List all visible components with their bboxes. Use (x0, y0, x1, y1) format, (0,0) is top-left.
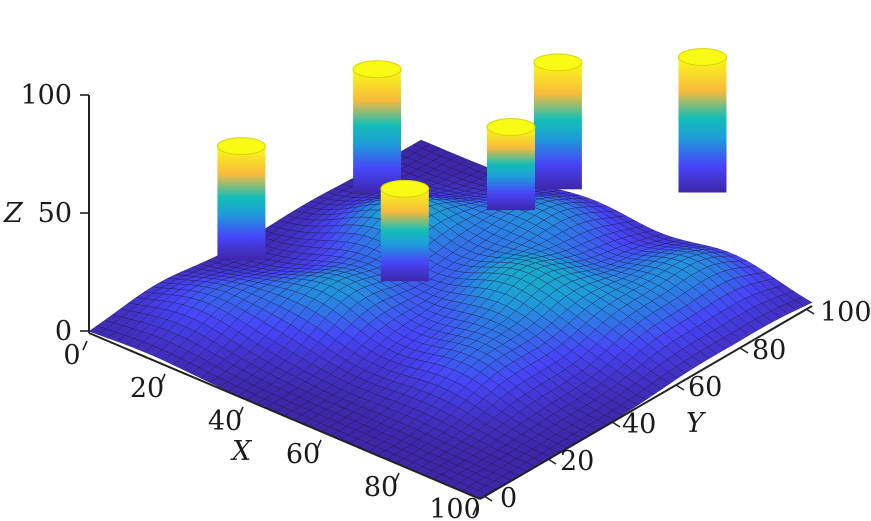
x-tick-label: 20 (130, 373, 164, 404)
x-axis: 0 20 40 60 80 100 X (63, 332, 481, 521)
z-axis-label: Z (3, 198, 24, 229)
z-tick-label: 100 (20, 80, 72, 111)
z-axis: 100 50 0 Z (3, 80, 90, 347)
y-axis-label: Y (686, 408, 706, 439)
x-tick-label: 100 (429, 494, 481, 521)
column-cap (216, 137, 266, 156)
column (533, 53, 583, 190)
y-tick-mark (739, 347, 749, 354)
y-tick-label: 60 (688, 372, 722, 403)
column (678, 48, 727, 193)
column-body (380, 188, 429, 282)
column-body (353, 69, 402, 194)
y-tick-mark (675, 384, 685, 391)
column-cap (678, 48, 727, 66)
y-tick-mark (483, 495, 493, 502)
columns-group (216, 48, 727, 282)
x-tick-mark (82, 340, 88, 351)
y-tick-label: 40 (622, 409, 656, 440)
x-tick-mark (160, 373, 166, 384)
x-axis-line (88, 332, 481, 500)
x-tick-label: 80 (364, 472, 398, 503)
column-cap (352, 60, 402, 79)
y-axis: 0 20 40 60 80 100 Y (479, 297, 871, 514)
y-tick-label: 0 (500, 483, 517, 514)
column (486, 118, 536, 211)
y-axis-line (479, 305, 813, 500)
column-body (533, 62, 582, 190)
column-cap (486, 118, 536, 136)
y-tick-mark (611, 421, 621, 428)
surface-mesh (88, 139, 813, 500)
column (380, 179, 430, 282)
y-tick-mark (547, 458, 557, 465)
column-body (678, 57, 727, 193)
x-tick-label: 40 (208, 406, 242, 437)
z-tick-label: 50 (38, 198, 72, 229)
column (216, 137, 266, 260)
y-tick-mark (805, 308, 815, 315)
x-tick-label: 0 (63, 340, 80, 371)
column-body (217, 146, 266, 260)
x-tick-label: 60 (286, 439, 320, 470)
column-cap (533, 53, 583, 72)
x-tick-mark (316, 439, 322, 450)
y-tick-label: 100 (820, 297, 871, 328)
x-tick-mark (394, 472, 400, 483)
y-tick-label: 80 (752, 335, 786, 366)
x-axis-label: X (230, 436, 253, 467)
column-cap (380, 179, 430, 198)
y-tick-label: 20 (560, 446, 594, 477)
column (352, 60, 402, 194)
x-tick-mark (472, 505, 478, 516)
x-tick-mark (238, 406, 244, 417)
column-body (487, 127, 535, 211)
z-tick-label: 0 (55, 316, 72, 347)
